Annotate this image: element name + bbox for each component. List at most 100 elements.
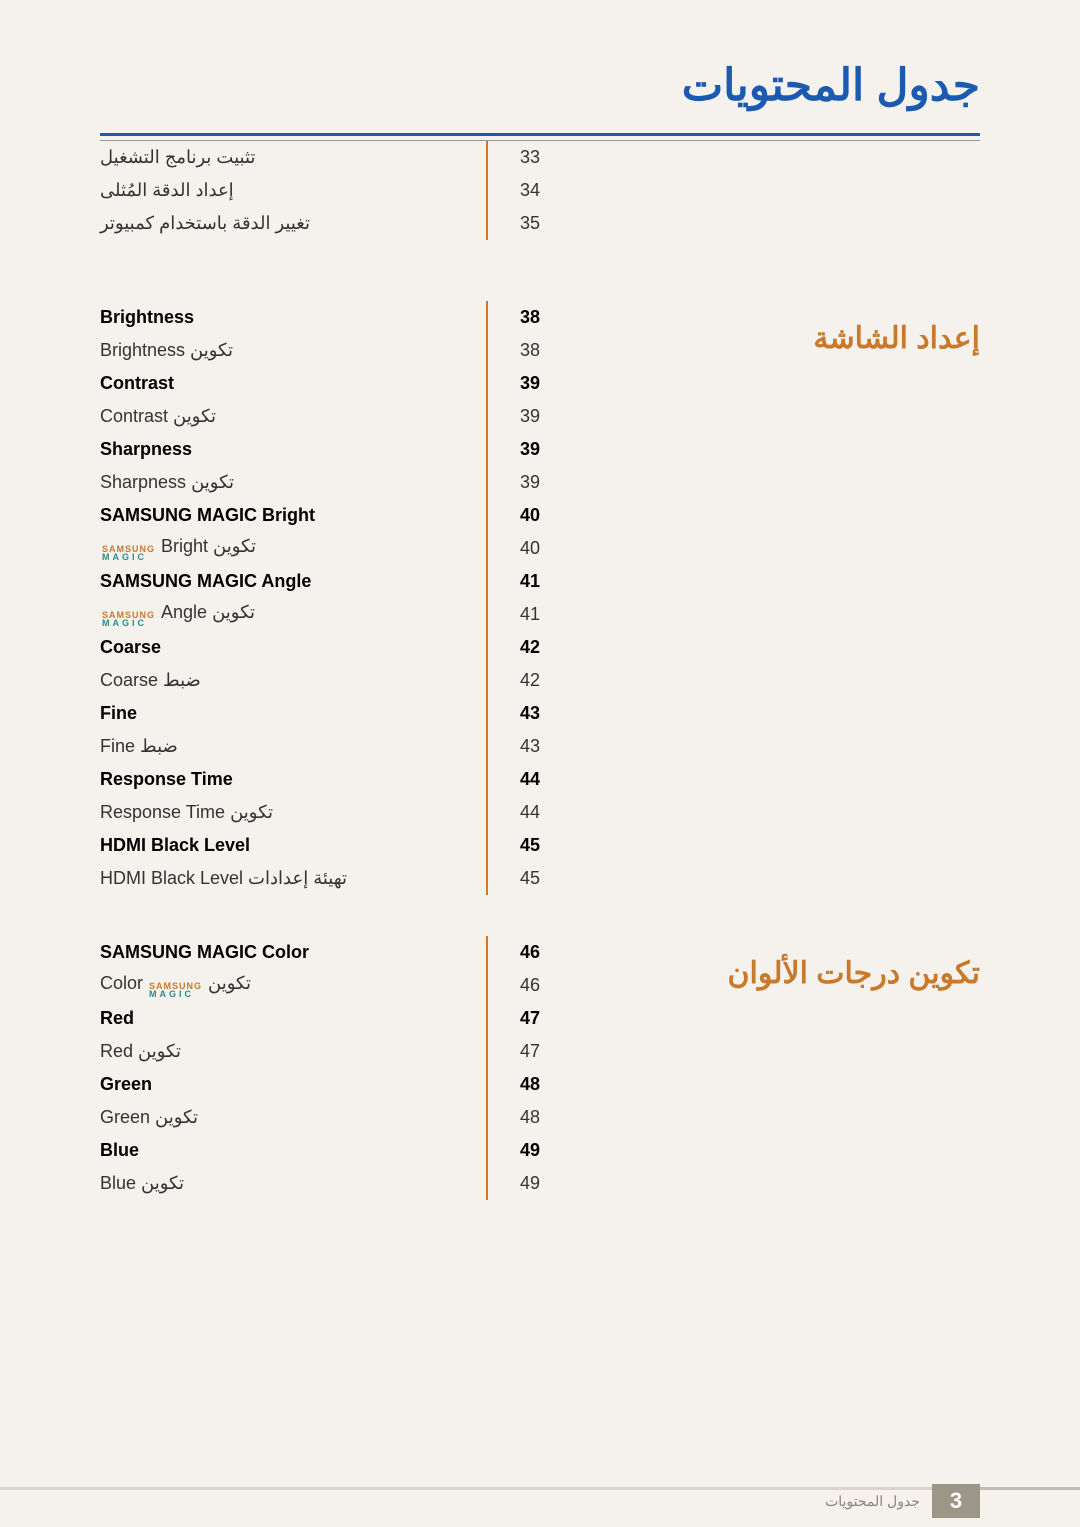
- toc-page-number: 45: [498, 835, 540, 856]
- magic-magic-label: MAGIC: [102, 554, 155, 561]
- toc-page-number: 40: [498, 538, 540, 559]
- toc-entry-text: تكوين Brightness: [100, 340, 472, 361]
- toc-page-number: 44: [498, 802, 540, 823]
- footer-bar: [0, 1487, 1080, 1490]
- toc-page-number: 48: [498, 1074, 540, 1095]
- toc-page-number: 46: [498, 975, 540, 996]
- toc-page-number: 46: [498, 942, 540, 963]
- toc-page-number: 49: [498, 1173, 540, 1194]
- toc-row[interactable]: 33تثبيت برنامج التشغيل: [100, 141, 540, 174]
- toc-separator: [486, 1035, 488, 1068]
- toc-page-number: 38: [498, 340, 540, 361]
- toc-separator: [486, 936, 488, 969]
- content-area: إعداد الشاشة تكوين درجات الألوان 33تثبيت…: [0, 141, 1080, 211]
- toc-entry-text: تكوين Green: [100, 1107, 472, 1128]
- toc-separator: [486, 433, 488, 466]
- footer: 3 جدول المحتويات: [0, 1475, 1080, 1527]
- toc-row[interactable]: 38Brightness: [100, 301, 540, 334]
- toc-row[interactable]: 34 إعداد الدقة المُثلى: [100, 174, 540, 207]
- toc-entry-text: إعداد الدقة المُثلى: [100, 180, 472, 201]
- toc-row[interactable]: 39 تكوين Sharpness: [100, 466, 540, 499]
- toc-separator: [486, 862, 488, 895]
- toc-row[interactable]: 40 تكوين BrightSAMSUNGMAGIC: [100, 532, 540, 565]
- toc-page-number: 42: [498, 637, 540, 658]
- toc-entry-text: تكوين Red: [100, 1041, 472, 1062]
- toc-row[interactable]: 45تهيئة إعدادات HDMI Black Level: [100, 862, 540, 895]
- toc-separator: [486, 207, 488, 240]
- toc-row[interactable]: 39تكوين Contrast: [100, 400, 540, 433]
- toc-page-number: 47: [498, 1041, 540, 1062]
- toc-row[interactable]: 42ضبط Coarse: [100, 664, 540, 697]
- toc-entry-text: SAMSUNG MAGIC Angle: [100, 571, 472, 592]
- toc-row[interactable]: 40SAMSUNG MAGIC Bright: [100, 499, 540, 532]
- toc-separator: [486, 829, 488, 862]
- toc-row[interactable]: 46SAMSUNG MAGIC Color: [100, 936, 540, 969]
- toc-separator: [486, 1068, 488, 1101]
- title-area: جدول المحتويات: [0, 0, 1080, 133]
- toc-row[interactable]: 42Coarse: [100, 631, 540, 664]
- toc-row[interactable]: 44 تكوين Response Time: [100, 796, 540, 829]
- toc-entry-text: تكوين Response Time: [100, 802, 472, 823]
- toc-entry-text: تكوين Contrast: [100, 406, 472, 427]
- toc-row[interactable]: 39 Sharpness: [100, 433, 540, 466]
- toc-block: 33تثبيت برنامج التشغيل 34 إعداد الدقة المُ…: [100, 141, 540, 240]
- toc-page-number: 39: [498, 439, 540, 460]
- page-root: جدول المحتويات إعداد الشاشة تكوين درجات …: [0, 0, 1080, 1527]
- toc-page-number: 39: [498, 472, 540, 493]
- toc-separator: [486, 174, 488, 207]
- toc-entry-text: تكوين SAMSUNGMAGIC Color: [100, 973, 472, 997]
- samsung-magic-icon: SAMSUNGMAGIC: [102, 612, 155, 626]
- footer-page-number: 3: [932, 1484, 980, 1518]
- toc-separator: [486, 334, 488, 367]
- toc-row[interactable]: 38 تكوين Brightness: [100, 334, 540, 367]
- toc-row[interactable]: 47 تكوين Red: [100, 1035, 540, 1068]
- toc-row[interactable]: 48 تكوين Green: [100, 1101, 540, 1134]
- toc-entry-text: Green: [100, 1074, 472, 1095]
- toc-row[interactable]: 47Red: [100, 1002, 540, 1035]
- toc-entry-text: تكوين Sharpness: [100, 472, 472, 493]
- toc-page-number: 45: [498, 868, 540, 889]
- page-title: جدول المحتويات: [100, 60, 980, 123]
- toc-separator: [486, 730, 488, 763]
- toc-entry-text: Blue: [100, 1140, 472, 1161]
- toc-separator: [486, 796, 488, 829]
- toc-row[interactable]: 39Contrast: [100, 367, 540, 400]
- toc-separator: [486, 499, 488, 532]
- toc-page-number: 44: [498, 769, 540, 790]
- toc-separator: [486, 598, 488, 631]
- toc-entry-text: Sharpness: [100, 439, 472, 460]
- toc-entry-text: تكوين BrightSAMSUNGMAGIC: [100, 536, 472, 560]
- toc-page-number: 48: [498, 1107, 540, 1128]
- toc-entry-text: Red: [100, 1008, 472, 1029]
- toc-page-number: 49: [498, 1140, 540, 1161]
- toc-row[interactable]: 45HDMI Black Level: [100, 829, 540, 862]
- toc-row[interactable]: 43 ضبط Fine: [100, 730, 540, 763]
- toc-text-prefix: تكوين: [208, 973, 251, 994]
- toc-row[interactable]: 46 تكوين SAMSUNGMAGIC Color: [100, 969, 540, 1002]
- toc-page-number: 43: [498, 703, 540, 724]
- toc-row[interactable]: 48 Green: [100, 1068, 540, 1101]
- toc-row[interactable]: 41تكوين AngleSAMSUNGMAGIC: [100, 598, 540, 631]
- samsung-magic-icon: SAMSUNGMAGIC: [149, 983, 202, 997]
- toc-page-number: 39: [498, 373, 540, 394]
- toc-entry-text: تكوين Blue: [100, 1173, 472, 1194]
- toc-row[interactable]: 49 Blue: [100, 1134, 540, 1167]
- toc-page-number: 34: [498, 180, 540, 201]
- toc-page-number: 43: [498, 736, 540, 757]
- toc-entry-text: Fine: [100, 703, 472, 724]
- toc-page-number: 40: [498, 505, 540, 526]
- toc-entry-text: ضبط Fine: [100, 736, 472, 757]
- toc-text-prefix: تكوين Angle: [161, 602, 255, 623]
- toc-text-prefix: تكوين Bright: [161, 536, 256, 557]
- toc-row[interactable]: 44Response Time: [100, 763, 540, 796]
- footer-text: جدول المحتويات: [825, 1493, 920, 1510]
- toc-separator: [486, 664, 488, 697]
- toc-row[interactable]: 43 Fine: [100, 697, 540, 730]
- toc-row[interactable]: 35تغيير الدقة باستخدام كمبيوتر: [100, 207, 540, 240]
- toc-separator: [486, 565, 488, 598]
- toc-row[interactable]: 49 تكوين Blue: [100, 1167, 540, 1200]
- toc-separator: [486, 1134, 488, 1167]
- toc-entry-text: تكوين Angle SAMSUNGMAGIC: [100, 602, 472, 626]
- toc-text-suffix: Color: [100, 973, 143, 994]
- toc-row[interactable]: 41SAMSUNG MAGIC Angle: [100, 565, 540, 598]
